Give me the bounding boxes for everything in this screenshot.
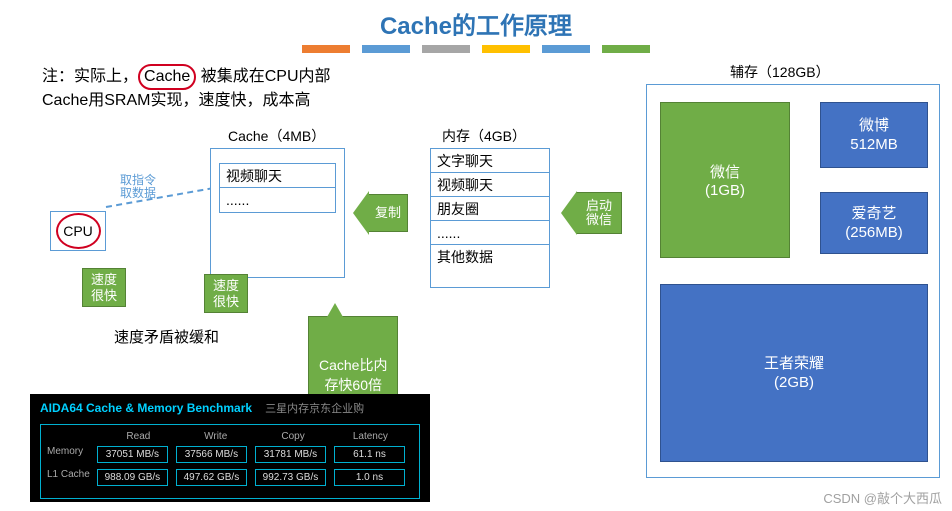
note-pre: 注：实际上， [42,68,138,85]
mem-row-2: 朋友圈 [431,197,549,221]
launch-arrow: 启动 微信 [576,192,622,234]
color-bars [0,45,952,53]
bm-h3: Latency [336,431,405,442]
bar-1 [362,45,410,53]
iqiyi-block: 爱奇艺 (256MB) [820,192,928,254]
bm-r0-lbl: Memory [47,446,97,463]
copy-arrow: 复制 [368,194,408,232]
bar-3 [482,45,530,53]
storage-title: 辅存（128GB） [730,62,830,82]
bm-r1-c0: 988.09 GB/s [97,469,168,486]
mem-row-1: 视频聊天 [431,173,549,197]
note-circled: Cache [138,64,196,90]
bm-r0-c3: 61.1 ns [334,446,405,463]
wechat-label: 微信 [710,161,740,182]
bm-row-memory: Memory 37051 MB/s 37566 MB/s 31781 MB/s … [47,446,413,463]
fast-badge-cpu: 速度 很快 [82,268,126,307]
bar-4 [542,45,590,53]
weibo-size: 512MB [850,135,898,155]
cache-box: 视频聊天 ...... [210,148,345,278]
bm-r1-c3: 1.0 ns [334,469,405,486]
bm-h1: Write [181,431,250,442]
honor-label: 王者荣耀 [764,354,824,374]
callout-text: Cache比内 存快60倍 [319,357,387,393]
mem-row-0: 文字聊天 [431,149,549,173]
note-line2: Cache用SRAM实现，速度快，成本高 [42,92,310,109]
cpu-label: CPU [63,223,93,239]
wechat-size: (1GB) [705,182,745,199]
bar-5 [602,45,650,53]
watermark: CSDN @敲个大西瓜 [823,488,942,507]
iqiyi-label: 爱奇艺 [851,204,896,224]
speed-callout: Cache比内 存快60倍 [308,316,398,402]
fast-badge-cache: 速度 很快 [204,274,248,313]
bm-h0: Read [104,431,173,442]
bm-h2: Copy [258,431,327,442]
bar-2 [422,45,470,53]
cache-row-0: 视频聊天 [220,164,335,188]
bm-title: AIDA64 Cache & Memory Benchmark [40,401,252,415]
bm-r1-lbl: L1 Cache [47,469,97,486]
honor-size: (2GB) [774,373,814,393]
weibo-block: 微博 512MB [820,102,928,168]
iqiyi-size: (256MB) [845,223,903,243]
cache-title: Cache（4MB） [228,126,325,146]
note-text: 注：实际上，Cache 被集成在CPU内部 Cache用SRAM实现，速度快，成… [42,64,331,113]
bm-r0-c0: 37051 MB/s [97,446,168,463]
cpu-box: CPU [50,211,106,251]
bm-table: Read Write Copy Latency Memory 37051 MB/… [40,424,420,499]
bm-row-l1: L1 Cache 988.09 GB/s 497.62 GB/s 992.73 … [47,469,413,486]
bar-0 [302,45,350,53]
bm-r0-c1: 37566 MB/s [176,446,247,463]
fetch-l2: 取数据 [120,187,156,200]
fetch-label: 取指令 取数据 [120,174,156,200]
memory-box: 文字聊天 视频聊天 朋友圈 ...... 其他数据 [430,148,550,288]
honor-block: 王者荣耀 (2GB) [660,284,928,462]
bm-header: Read Write Copy Latency [47,431,413,442]
benchmark-panel: AIDA64 Cache & Memory Benchmark 三星内存京东企业… [30,394,430,502]
bm-r0-c2: 31781 MB/s [255,446,326,463]
cache-row-1: ...... [220,188,335,212]
wechat-block: 微信 (1GB) [660,102,790,258]
bm-r1-c2: 992.73 GB/s [255,469,326,486]
bm-r1-c1: 497.62 GB/s [176,469,247,486]
page-title: Cache的工作原理 [0,6,952,41]
bm-subtitle: 三星内存京东企业购 [265,403,364,415]
weibo-label: 微博 [859,116,889,136]
note-post: 被集成在CPU内部 [196,68,330,85]
mem-row-3: ...... [431,221,549,245]
memory-title: 内存（4GB） [442,126,526,146]
cpu-ring: CPU [56,213,101,249]
mem-row-4: 其他数据 [431,245,549,269]
eased-text: 速度矛盾被缓和 [114,326,219,347]
